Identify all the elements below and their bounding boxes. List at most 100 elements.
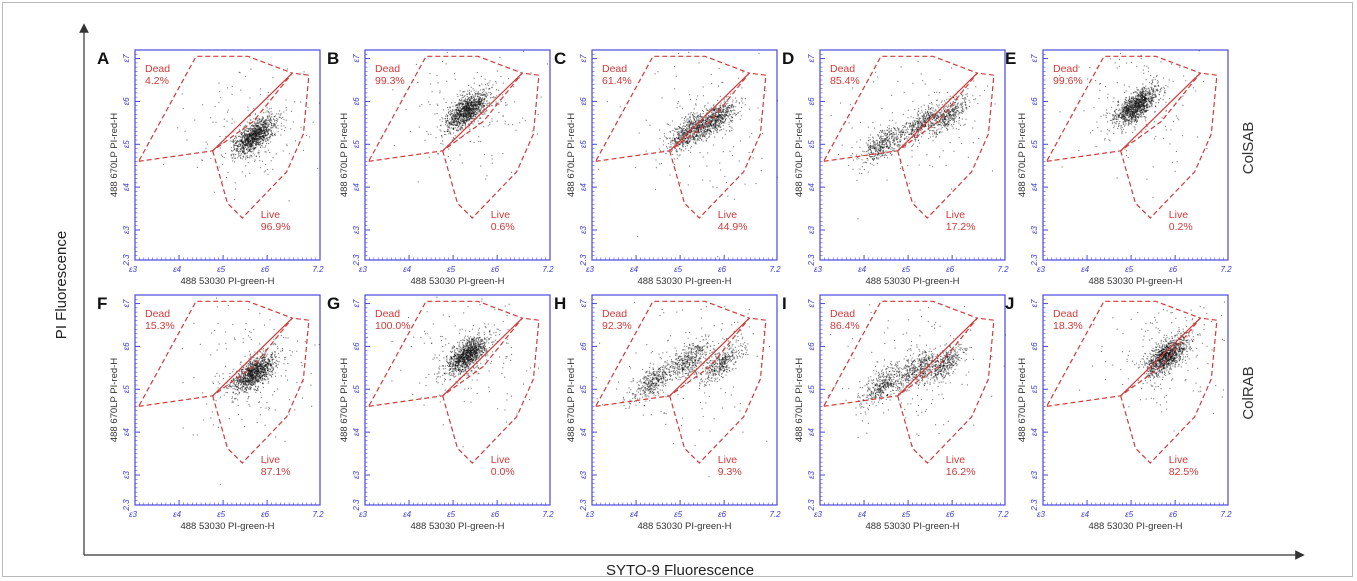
scatter-point — [458, 116, 460, 118]
scatter-point — [684, 125, 686, 127]
scatter-point — [887, 148, 889, 150]
scatter-point — [460, 109, 462, 111]
scatter-point — [455, 105, 457, 107]
scatter-point — [266, 129, 268, 131]
scatter-point — [474, 111, 476, 113]
scatter-point — [725, 100, 727, 102]
scatter-point — [710, 116, 712, 118]
scatter-point — [270, 133, 272, 135]
scatter-point — [481, 102, 483, 104]
scatter-point — [697, 137, 699, 139]
scatter-point — [495, 82, 497, 84]
scatter-point — [888, 135, 890, 137]
scatter-point — [253, 118, 255, 120]
scatter-point — [442, 118, 444, 120]
scatter-point — [249, 133, 251, 135]
scatter-point — [877, 149, 879, 151]
scatter-point — [445, 121, 447, 123]
scatter-point — [282, 116, 284, 118]
scatter-point — [242, 135, 244, 137]
scatter-point — [272, 125, 274, 127]
scatter-point — [307, 106, 309, 108]
scatter-point — [263, 120, 265, 122]
scatter-point — [694, 123, 696, 125]
scatter-point — [467, 119, 469, 121]
scatter-point — [677, 138, 679, 140]
scatter-point — [260, 138, 262, 140]
scatter-point — [694, 130, 696, 132]
scatter-point — [469, 112, 471, 114]
scatter-point — [455, 130, 457, 132]
scatter-point — [257, 130, 259, 132]
scatter-point — [474, 100, 476, 102]
scatter-point — [467, 116, 469, 118]
scatter-point — [255, 118, 257, 120]
scatter-point — [453, 120, 455, 122]
scatter-point — [906, 138, 908, 140]
scatter-point — [468, 118, 470, 120]
scatter-point — [468, 107, 470, 109]
scatter-point — [935, 109, 937, 111]
scatter-point — [936, 113, 938, 115]
scatter-point — [262, 146, 264, 148]
panel-letter: D — [782, 49, 794, 68]
scatter-point — [493, 96, 495, 98]
scatter-point — [861, 159, 863, 161]
scatter-point — [727, 109, 729, 111]
scatter-point — [939, 156, 941, 158]
scatter-point — [882, 154, 884, 156]
scatter-point — [496, 89, 498, 91]
scatter-point — [696, 140, 698, 142]
scatter-point — [714, 128, 716, 130]
scatter-point — [271, 126, 273, 128]
scatter-point — [467, 117, 469, 119]
scatter-point — [924, 121, 926, 123]
scatter-point — [637, 235, 639, 237]
scatter-point — [919, 126, 921, 128]
scatter-point — [674, 158, 676, 160]
scatter-point — [694, 113, 696, 115]
scatter-point — [940, 101, 942, 103]
scatter-point — [242, 146, 244, 148]
scatter-point — [731, 106, 733, 108]
scatter-point — [716, 121, 718, 123]
scatter-point — [244, 130, 246, 132]
scatter-point — [464, 113, 466, 115]
x-tick-label: ε5 — [674, 265, 683, 274]
scatter-point — [476, 112, 478, 114]
scatter-point — [699, 125, 701, 127]
scatter-point — [465, 119, 467, 121]
scatter-point — [272, 77, 274, 79]
scatter-point — [702, 120, 704, 122]
scatter-point — [468, 123, 470, 125]
scatter-point — [255, 132, 257, 134]
scatter-point — [869, 138, 871, 140]
scatter-point — [713, 109, 715, 111]
scatter-point — [236, 147, 238, 149]
scatter-point — [449, 115, 451, 117]
scatter-point — [726, 112, 728, 114]
scatter-point — [456, 130, 458, 132]
scatter-point — [264, 130, 266, 132]
scatter-point — [474, 102, 476, 104]
scatter-point — [246, 121, 248, 123]
scatter-point — [666, 146, 668, 148]
scatter-point — [733, 109, 735, 111]
scatter-point — [247, 131, 249, 133]
scatter-point — [458, 111, 460, 113]
scatter-point — [480, 165, 482, 167]
scatter-point — [472, 107, 474, 109]
scatter-point — [246, 130, 248, 132]
scatter-point — [704, 125, 706, 127]
scatter-point — [722, 117, 724, 119]
scatter-point — [254, 141, 256, 143]
scatter-point — [294, 101, 296, 103]
scatter-point — [679, 138, 681, 140]
scatter-point — [697, 138, 699, 140]
scatter-point — [728, 106, 730, 108]
scatter-point — [267, 111, 269, 113]
scatter-point — [936, 134, 938, 136]
scatter-point — [221, 155, 223, 157]
scatter-point — [427, 133, 429, 135]
scatter-point — [254, 126, 256, 128]
